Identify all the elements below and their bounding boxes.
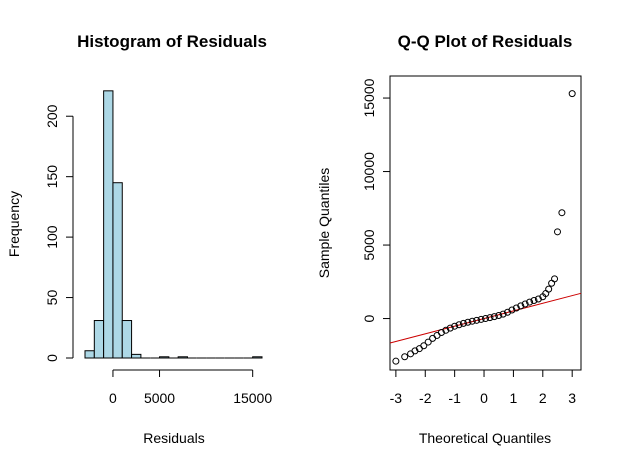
histogram-x-tick-label: 5000 xyxy=(144,390,175,406)
qq-point xyxy=(424,338,432,346)
qq-point xyxy=(504,308,512,316)
histogram-bar xyxy=(252,356,263,359)
qq-title: Q-Q Plot of Residuals xyxy=(398,32,573,51)
histogram-bar xyxy=(84,350,95,359)
qq-point xyxy=(411,347,419,355)
qq-panel: Q-Q Plot of Residuals -3 -2 -1 0 1 2 3 0 5000 100… xyxy=(316,32,582,446)
qq-ticks: -3 -2 -1 0 1 2 3 0 5000 10000 15000 xyxy=(361,78,576,406)
qq-point xyxy=(437,329,445,337)
qq-point xyxy=(459,319,467,327)
qq-point xyxy=(521,300,529,308)
qq-point xyxy=(517,302,525,310)
qq-x-tick-label: 2 xyxy=(539,390,547,406)
qq-point xyxy=(401,353,409,361)
qq-point xyxy=(526,298,534,306)
qq-point xyxy=(429,334,437,342)
histogram-bar xyxy=(93,320,105,359)
qq-point xyxy=(482,315,489,323)
qq-y-tick-label: 10000 xyxy=(361,152,377,191)
qq-point xyxy=(534,295,542,303)
qq-point xyxy=(551,275,559,283)
qq-point xyxy=(455,321,463,329)
histogram-ticks: 0 5000 15000 0 50 100 150 200 xyxy=(44,104,272,406)
qq-y-tick-label: 15000 xyxy=(361,78,377,117)
qq-point xyxy=(477,315,485,323)
qq-point xyxy=(495,311,503,319)
qq-x-label: Theoretical Quantiles xyxy=(419,430,551,446)
qq-point xyxy=(442,326,450,334)
qq-point xyxy=(548,279,556,287)
qq-point xyxy=(451,322,459,330)
histogram-y-tick-label: 150 xyxy=(44,165,60,189)
qq-x-tick-label: -2 xyxy=(419,390,432,406)
qq-y-tick-label: 5000 xyxy=(361,229,377,260)
histogram-bar xyxy=(159,356,170,359)
histogram-bar xyxy=(121,320,133,359)
qq-plot-box xyxy=(389,75,582,371)
qq-points xyxy=(392,90,576,365)
histogram-bar xyxy=(112,182,123,359)
qq-x-tick-label: -1 xyxy=(448,390,461,406)
histogram-title: Histogram of Residuals xyxy=(77,32,267,51)
qq-point xyxy=(407,350,415,358)
histogram-y-tick-label: 200 xyxy=(44,104,60,128)
histogram-y-tick-label: 50 xyxy=(44,290,60,306)
histogram-y-tick-label: 100 xyxy=(44,225,60,249)
histogram-x-label: Residuals xyxy=(143,430,204,446)
qq-point xyxy=(433,331,441,339)
histogram-panel: Histogram of Residuals 0 5000 15000 0 50 100 1… xyxy=(6,32,272,446)
histogram-bars xyxy=(84,90,263,359)
qq-point xyxy=(558,209,566,217)
qq-point xyxy=(420,342,428,350)
qq-point xyxy=(464,318,472,326)
histogram-bar xyxy=(131,353,142,359)
qq-point xyxy=(530,296,538,304)
qq-point xyxy=(473,316,481,324)
histogram-y-tick-label: 0 xyxy=(44,354,60,362)
histogram-y-label: Frequency xyxy=(6,191,22,257)
qq-point xyxy=(486,314,494,322)
qq-x-tick-label: 0 xyxy=(480,390,488,406)
histogram-x-tick-label: 0 xyxy=(109,390,117,406)
qq-y-label: Sample Quantiles xyxy=(316,168,332,279)
qq-point xyxy=(545,285,553,293)
qq-point xyxy=(468,317,476,325)
qq-y-tick-label: 0 xyxy=(361,314,377,322)
qq-x-tick-label: -3 xyxy=(390,390,403,406)
qq-line-segment xyxy=(389,292,582,344)
qq-point xyxy=(446,324,454,332)
histogram-x-tick-label: 15000 xyxy=(233,390,272,406)
histogram-bar xyxy=(103,90,114,359)
qq-x-tick-label: 3 xyxy=(568,390,576,406)
qq-reference-line xyxy=(389,292,582,344)
qq-point xyxy=(490,313,498,321)
qq-point xyxy=(392,357,400,365)
qq-point xyxy=(499,310,507,318)
qq-point xyxy=(568,90,576,98)
qq-point xyxy=(512,304,520,312)
histogram-bar xyxy=(177,356,188,359)
qq-point xyxy=(553,228,561,236)
qq-point xyxy=(508,306,516,314)
qq-x-tick-label: 1 xyxy=(510,390,518,406)
